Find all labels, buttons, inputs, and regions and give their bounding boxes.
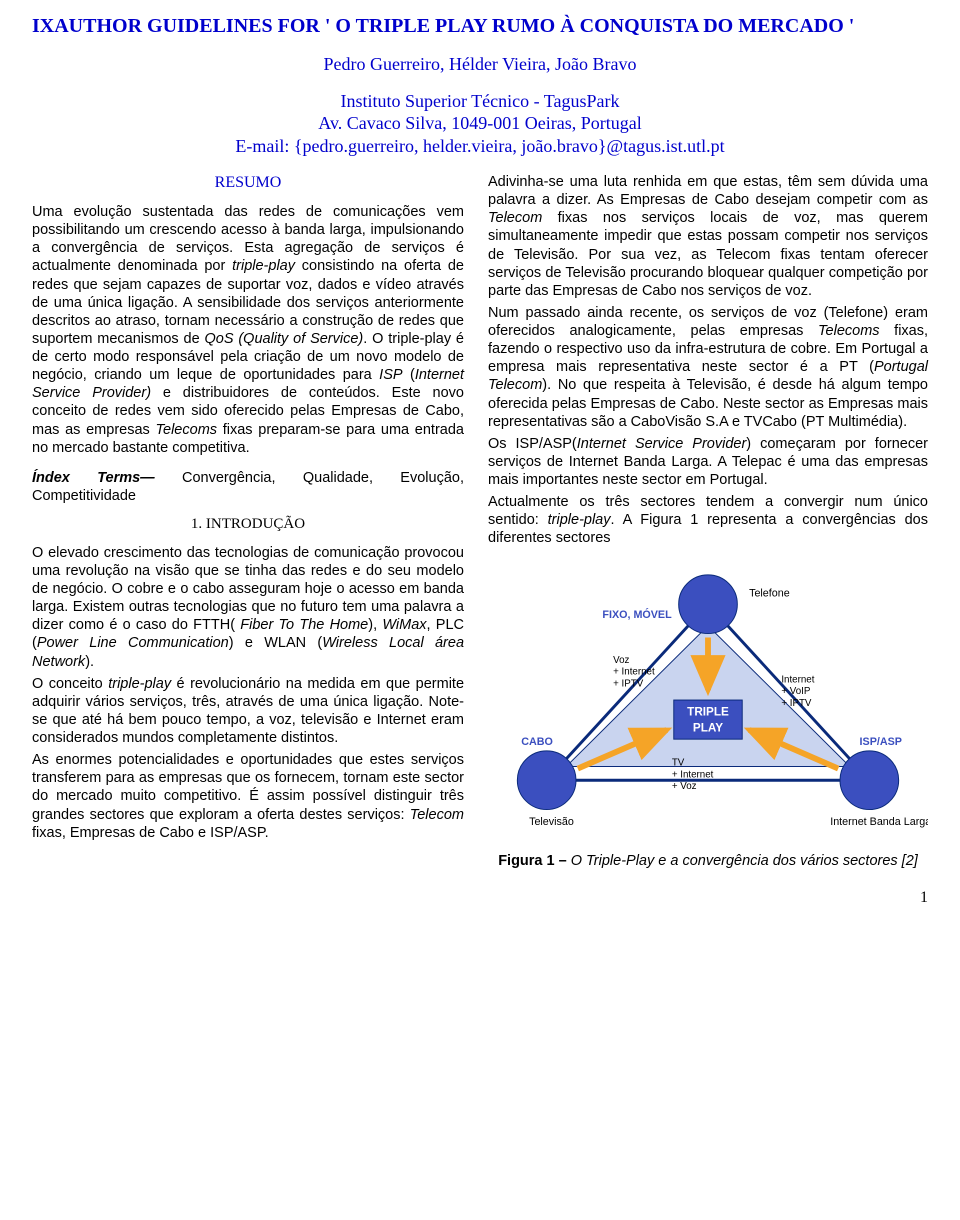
- svg-text:CABO: CABO: [521, 736, 553, 748]
- svg-text:+ IPTV: + IPTV: [781, 697, 812, 708]
- svg-text:TRIPLE: TRIPLE: [687, 705, 729, 718]
- affil-line: Av. Cavaco Silva, 1049-001 Oeiras, Portu…: [318, 113, 641, 133]
- index-terms-label: Índex Terms—: [32, 470, 155, 486]
- intro-paragraph: O elevado crescimento das tecnologias de…: [32, 544, 464, 671]
- body-paragraph: Adivinha-se uma luta renhida em que esta…: [488, 173, 928, 300]
- svg-text:Internet: Internet: [781, 674, 814, 685]
- affil-line: Instituto Superior Técnico - TagusPark: [340, 91, 619, 111]
- svg-text:PLAY: PLAY: [693, 721, 723, 734]
- svg-text:Internet Banda Larga: Internet Banda Larga: [830, 816, 928, 828]
- body-paragraph: Os ISP/ASP(Internet Service Provider) co…: [488, 435, 928, 489]
- affil-line: E-mail: {pedro.guerreiro, helder.vieira,…: [235, 136, 724, 156]
- paper-affiliation: Instituto Superior Técnico - TagusPark A…: [32, 90, 928, 158]
- svg-text:TV: TV: [672, 757, 685, 768]
- left-column: RESUMO Uma evolução sustentada das redes…: [32, 173, 464, 870]
- figure-caption: Figura 1 – O Triple-Play e a convergênci…: [488, 852, 928, 870]
- section-heading: 1. INTRODUÇÃO: [32, 515, 464, 534]
- index-terms: Índex Terms— Convergência, Qualidade, Ev…: [32, 469, 464, 505]
- figure-caption-text: O Triple-Play e a convergência dos vário…: [571, 853, 918, 869]
- svg-text:+ Internet: + Internet: [613, 666, 655, 677]
- svg-text:+ VoIP: + VoIP: [781, 686, 810, 697]
- svg-text:Televisão: Televisão: [529, 816, 574, 828]
- abstract-heading: RESUMO: [32, 173, 464, 193]
- svg-text:+ Voz: + Voz: [672, 781, 697, 792]
- paper-title: IXAUTHOR GUIDELINES FOR ' O TRIPLE PLAY …: [32, 14, 928, 39]
- svg-text:Telefone: Telefone: [749, 587, 790, 599]
- svg-text:ISP/ASP: ISP/ASP: [860, 736, 902, 748]
- intro-paragraph: O conceito triple-play é revolucionário …: [32, 675, 464, 748]
- abstract-paragraph: Uma evolução sustentada das redes de com…: [32, 203, 464, 457]
- body-paragraph: Num passado ainda recente, os serviços d…: [488, 304, 928, 431]
- svg-text:+ Internet: + Internet: [672, 769, 714, 780]
- right-column: Adivinha-se uma luta renhida em que esta…: [488, 173, 928, 870]
- two-column-layout: RESUMO Uma evolução sustentada das redes…: [32, 173, 928, 870]
- intro-paragraph: As enormes potencialidades e oportunidad…: [32, 751, 464, 842]
- figure-caption-bold: Figura 1 –: [498, 853, 571, 869]
- figure-svg-wrap: TRIPLE PLAY Telefone Televisão Internet Band…: [488, 562, 928, 842]
- body-paragraph: Actualmente os três sectores tendem a co…: [488, 493, 928, 547]
- figure-1: TRIPLE PLAY Telefone Televisão Internet Band…: [488, 562, 928, 870]
- page-number: 1: [32, 888, 928, 908]
- svg-text:FIXO, MÓVEL: FIXO, MÓVEL: [602, 607, 672, 620]
- figure-diagram: TRIPLE PLAY Telefone Televisão Internet Band…: [488, 562, 928, 842]
- svg-text:Voz: Voz: [613, 654, 629, 665]
- paper-authors: Pedro Guerreiro, Hélder Vieira, João Bra…: [32, 53, 928, 76]
- svg-text:+ IPTV: + IPTV: [613, 678, 644, 689]
